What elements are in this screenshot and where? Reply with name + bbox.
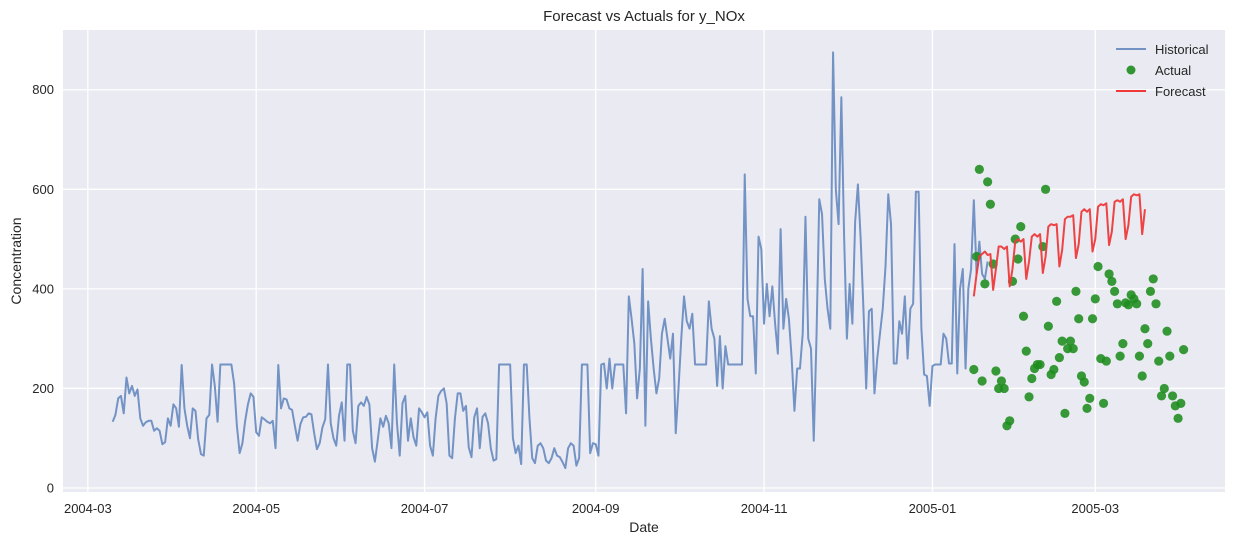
legend-actual-label: Actual: [1155, 63, 1191, 78]
actual-point: [1143, 339, 1153, 349]
actual-point: [969, 364, 979, 375]
y-tick-label: 800: [32, 82, 54, 97]
actual-point: [1167, 391, 1178, 401]
y-tick-label: 600: [32, 182, 54, 197]
x-tick-label: 2004-07: [401, 501, 449, 516]
y-tick-label: 200: [32, 381, 54, 396]
actual-point: [1065, 336, 1076, 346]
y-tick-label: 0: [47, 481, 54, 496]
actual-point: [1068, 344, 1078, 354]
actual-point: [1110, 286, 1120, 296]
x-tick-label: 2004-11: [741, 501, 788, 516]
actual-point: [1016, 222, 1026, 232]
actual-point: [1035, 359, 1045, 370]
actual-point: [1098, 398, 1109, 408]
actual-point: [980, 279, 990, 289]
actual-point: [1101, 356, 1111, 366]
legend-historical-label: Historical: [1155, 42, 1209, 57]
legend-actual-swatch: [1126, 65, 1136, 75]
actual-point: [1013, 254, 1023, 264]
actual-point: [1162, 326, 1172, 336]
actual-point: [1043, 321, 1053, 331]
x-tick-label: 2005-03: [1071, 501, 1119, 516]
actual-point: [1079, 377, 1089, 387]
actual-point: [1057, 336, 1067, 346]
x-tick-label: 2004-05: [232, 501, 280, 516]
actual-point: [1049, 364, 1059, 375]
actual-point: [1123, 300, 1133, 310]
actual-point: [1005, 416, 1015, 426]
actual-point: [1156, 391, 1167, 401]
actual-point: [1087, 314, 1098, 324]
actual-point: [985, 199, 995, 209]
actual-point: [1054, 352, 1064, 363]
actual-point: [1021, 346, 1031, 356]
actual-point: [1118, 339, 1128, 349]
actual-point: [1107, 276, 1117, 287]
series-layer: [111, 51, 1189, 470]
actual-point: [1151, 299, 1161, 309]
y-tick-label: 400: [32, 281, 54, 296]
actual-point: [1093, 261, 1103, 272]
actual-point: [1040, 184, 1051, 194]
actual-point: [1060, 408, 1070, 418]
actual-point: [1071, 286, 1081, 296]
actual-point: [1176, 398, 1186, 408]
chart-title: Forecast vs Actuals for y_NOx: [543, 8, 745, 25]
actual-point: [1173, 413, 1183, 423]
actual-point: [1154, 356, 1164, 366]
x-tick-label: 2004-03: [64, 501, 112, 516]
actual-point: [1145, 286, 1156, 296]
actual-point: [1018, 311, 1029, 321]
actual-point: [1179, 345, 1189, 355]
actual-point: [1074, 314, 1084, 324]
actual-point: [1085, 393, 1095, 404]
actual-point: [996, 376, 1007, 386]
actual-point: [999, 383, 1009, 394]
actual-point: [1140, 324, 1150, 334]
x-axis-label: Date: [629, 519, 659, 535]
actual-point: [1052, 296, 1062, 306]
actual-point: [1010, 234, 1020, 244]
actual-point: [1104, 269, 1114, 279]
historical-line: [111, 51, 989, 470]
actual-point: [1027, 373, 1037, 384]
actual-point: [1134, 351, 1145, 361]
actual-point: [1024, 392, 1034, 402]
actual-point: [1082, 403, 1092, 413]
actual-point: [1090, 294, 1100, 304]
actual-point: [1137, 371, 1147, 381]
x-tick-label: 2005-01: [909, 501, 957, 516]
actual-point: [1115, 351, 1125, 361]
y-axis-label: Concentration: [8, 217, 24, 304]
actual-point: [1159, 383, 1169, 394]
forecast-line: [972, 193, 1146, 297]
actual-point: [1112, 299, 1122, 309]
x-tick-label: 2004-09: [572, 501, 620, 516]
actual-point: [974, 164, 984, 174]
actual-point: [1165, 351, 1175, 361]
legend-forecast-label: Forecast: [1155, 84, 1206, 99]
actual-point: [1148, 274, 1158, 284]
actual-point: [983, 177, 993, 187]
actual-point: [977, 376, 987, 386]
actual-point: [991, 366, 1001, 376]
actual-point: [1132, 299, 1142, 309]
tick-labels: 0 200 400 600 800 2004-03 2004-05 2004-07 2004-0…: [32, 82, 1119, 516]
legend: Historical Actual Forecast: [1116, 42, 1209, 99]
